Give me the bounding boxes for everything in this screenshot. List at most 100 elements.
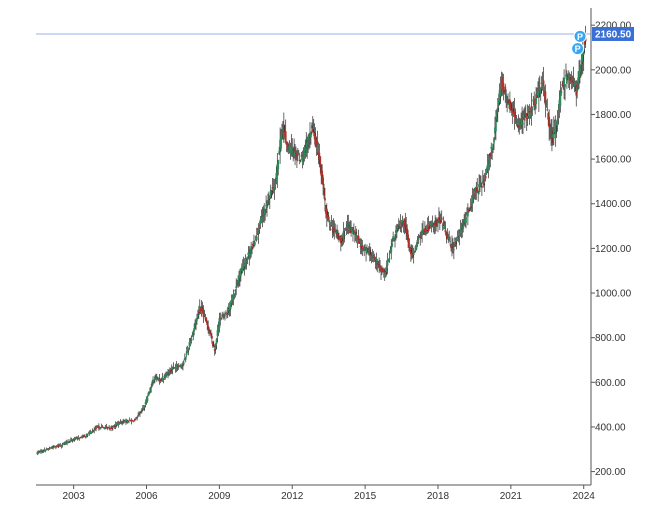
candle-body <box>70 440 73 442</box>
candle-body <box>537 91 540 98</box>
candle-body <box>164 375 167 379</box>
candle-body <box>140 411 142 413</box>
candle-body <box>56 446 59 448</box>
candle-body <box>143 406 146 408</box>
candle-body <box>244 258 247 267</box>
candle-body <box>537 91 539 95</box>
candle-body <box>141 408 144 410</box>
candle-body <box>409 248 412 255</box>
candle-body <box>479 183 481 188</box>
candle-body <box>434 223 437 226</box>
candle-body <box>340 237 343 242</box>
candle-body <box>380 268 382 272</box>
candle-body <box>112 425 115 427</box>
candle-body <box>423 231 425 233</box>
candle-body <box>321 170 324 182</box>
candle-body <box>418 237 421 239</box>
candle-body <box>193 328 196 332</box>
candle-body <box>241 267 244 272</box>
candle-body <box>455 239 458 242</box>
candle-body <box>74 438 77 440</box>
candle-body <box>167 372 169 374</box>
candle-body <box>139 413 141 415</box>
candle-body <box>276 164 279 177</box>
candle-body <box>83 435 85 438</box>
candle-body <box>439 221 442 223</box>
candle-body <box>279 139 282 153</box>
candle-body <box>460 230 463 232</box>
candle-body <box>387 258 390 262</box>
candle-body <box>469 206 472 208</box>
candle-body <box>566 77 569 79</box>
candle-body <box>149 387 152 393</box>
candle-body <box>512 111 515 115</box>
candle-body <box>457 238 460 240</box>
candle-body <box>120 421 123 423</box>
x-tick-label: 2018 <box>427 491 450 502</box>
candle-body <box>45 449 48 451</box>
candle-body <box>553 129 556 133</box>
candle-body <box>245 260 248 262</box>
candle-body <box>102 427 105 429</box>
candle-body <box>506 101 509 103</box>
candle-body <box>565 75 568 84</box>
candle-body <box>227 309 230 311</box>
candle-body <box>564 84 566 87</box>
candle-body <box>228 307 231 311</box>
candle-body <box>544 91 547 105</box>
candle-body <box>317 152 320 155</box>
candle-body <box>225 312 227 315</box>
candle-body <box>282 125 285 133</box>
candle-body <box>154 376 156 379</box>
candle-body <box>192 331 195 337</box>
candle-body <box>408 238 410 248</box>
candle-body <box>393 238 395 241</box>
candle-body <box>521 120 523 126</box>
candle-body <box>323 187 325 196</box>
candle-body <box>76 437 79 439</box>
candle-body <box>385 268 388 272</box>
candle-body <box>373 256 376 259</box>
candle-body <box>345 227 348 229</box>
candle-body <box>145 398 148 404</box>
candle-body <box>59 445 62 447</box>
candle-body <box>188 342 191 347</box>
candle-body <box>125 419 128 421</box>
candle-body <box>449 241 452 243</box>
candle-body <box>441 224 444 226</box>
event-marker[interactable]: P <box>573 29 587 43</box>
candle-body <box>453 245 456 247</box>
candle-body <box>202 310 205 318</box>
event-marker[interactable]: P <box>571 42 585 56</box>
candle-body <box>400 221 403 227</box>
candle-body <box>403 218 406 225</box>
axes: 200.00 400.00 600.00 800.00 1000.00 1200.00 14… <box>36 8 632 502</box>
candle-body <box>67 442 69 444</box>
candle-body <box>172 367 175 369</box>
candle-body <box>118 422 121 424</box>
x-tick-label: 2003 <box>63 491 86 502</box>
y-tick-label: 2000.00 <box>595 65 632 76</box>
candle-body <box>226 307 229 313</box>
candle-body <box>222 314 225 316</box>
y-tick-label: 200.00 <box>595 467 626 478</box>
candle-body <box>562 82 565 87</box>
candle-body <box>571 77 574 81</box>
candle-body <box>342 231 345 240</box>
candle-body <box>513 111 516 117</box>
candle-body <box>523 114 525 118</box>
candle-body <box>204 318 207 320</box>
x-tick-label: 2006 <box>135 491 158 502</box>
candle-body <box>99 427 102 429</box>
candle-body <box>442 222 445 225</box>
candle-body <box>85 434 88 437</box>
candle-body <box>89 431 92 435</box>
candle-body <box>551 130 553 143</box>
candle-body <box>168 371 171 373</box>
candle-body <box>504 86 507 93</box>
candle-body <box>390 246 393 253</box>
candle-body <box>194 322 196 329</box>
candle-body <box>301 156 304 163</box>
candle-body <box>94 428 97 430</box>
candle-body <box>238 275 240 283</box>
